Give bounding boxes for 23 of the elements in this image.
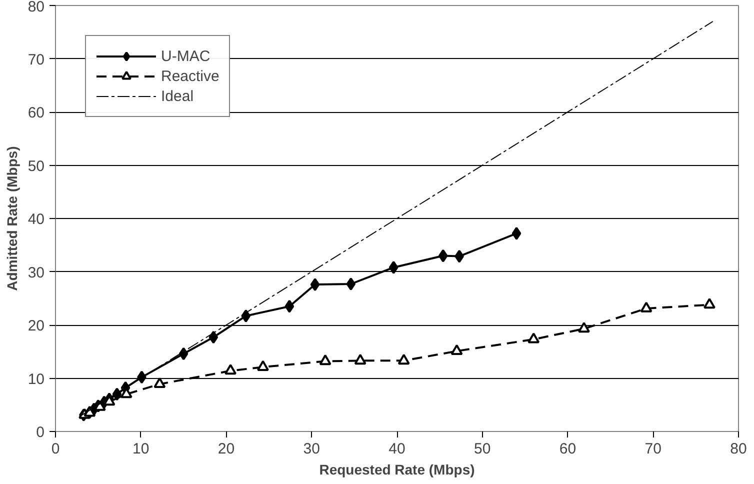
legend-label: U-MAC	[161, 48, 210, 64]
y-tick-label: 10	[28, 370, 45, 388]
x-tick-label: 70	[644, 440, 662, 458]
y-tick-label: 0	[36, 424, 44, 441]
y-tick-label: 40	[28, 211, 45, 228]
x-tick-label: 0	[51, 440, 60, 458]
y-tick-label: 70	[28, 51, 45, 68]
x-tick-label: 10	[132, 440, 150, 458]
y-tick-label: 80	[28, 0, 45, 16]
x-tick-label: 50	[474, 440, 491, 458]
y-tick-label: 20	[28, 318, 45, 334]
y-tick-label: 30	[28, 264, 45, 282]
y-tick-label: 50	[28, 158, 45, 175]
x-tick-label: 30	[303, 440, 320, 458]
x-tick-label: 80	[730, 440, 747, 458]
x-tick-label: 60	[559, 440, 576, 458]
legend-label: Ideal	[161, 88, 194, 104]
legend-label: Reactive	[161, 68, 220, 84]
x-tick-label: 20	[218, 440, 235, 458]
y-tick-label: 60	[28, 104, 45, 122]
y-axis-title: Admitted Rate (Mbps)	[4, 146, 20, 291]
x-tick-label: 40	[388, 440, 406, 458]
x-axis-title: Requested Rate (Mbps)	[319, 462, 475, 478]
